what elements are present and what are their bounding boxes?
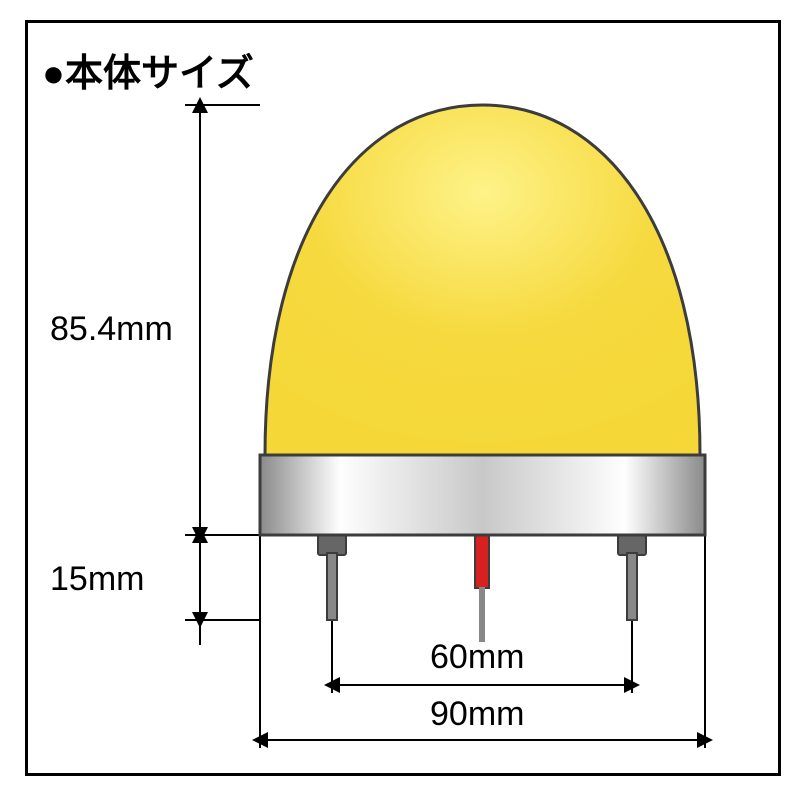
dimension-width-inner: 60mm	[430, 638, 524, 677]
dimension-height-main: 85.4mm	[50, 310, 173, 349]
diagram-svg	[0, 0, 806, 799]
dimension-width-outer: 90mm	[430, 695, 524, 734]
dimension-height-screw: 15mm	[50, 560, 144, 599]
